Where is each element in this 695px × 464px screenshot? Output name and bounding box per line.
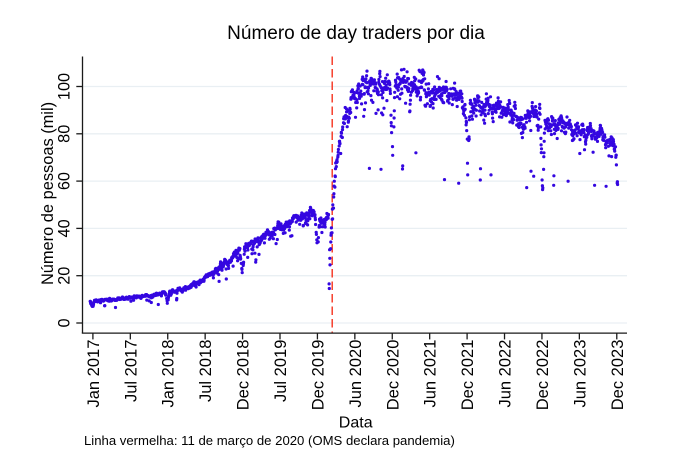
svg-text:Jun 2020: Jun 2020	[347, 340, 365, 408]
svg-text:80: 80	[55, 125, 73, 143]
svg-text:Jan 2017: Jan 2017	[85, 340, 103, 408]
svg-text:Número de pessoas (mil): Número de pessoas (mil)	[39, 102, 57, 285]
svg-text:Jun 2021: Jun 2021	[422, 340, 440, 408]
svg-text:Dec 2021: Dec 2021	[459, 340, 477, 411]
svg-text:Data: Data	[339, 414, 373, 431]
svg-text:Número de day traders por dia: Número de day traders por dia	[227, 23, 485, 44]
svg-text:Dec 2019: Dec 2019	[309, 340, 327, 411]
svg-text:Jul 2019: Jul 2019	[272, 340, 290, 402]
svg-text:Jul 2018: Jul 2018	[197, 340, 215, 402]
svg-text:20: 20	[55, 267, 73, 285]
svg-text:Dec 2020: Dec 2020	[384, 340, 402, 411]
svg-text:Linha vermelha: 11 de março de: Linha vermelha: 11 de março de 2020 (OMS…	[84, 433, 455, 448]
svg-text:Dec 2022: Dec 2022	[534, 340, 552, 411]
svg-text:Jul 2017: Jul 2017	[122, 340, 140, 402]
svg-text:Jun 2023: Jun 2023	[571, 340, 589, 408]
svg-text:100: 100	[55, 73, 73, 100]
svg-text:Dec 2023: Dec 2023	[609, 340, 627, 411]
svg-text:Dec 2018: Dec 2018	[235, 340, 253, 411]
svg-text:Jun 2022: Jun 2022	[497, 340, 515, 408]
svg-text:60: 60	[55, 172, 73, 190]
svg-text:40: 40	[55, 219, 73, 237]
svg-text:Jan 2018: Jan 2018	[160, 340, 178, 408]
svg-text:0: 0	[55, 318, 73, 327]
